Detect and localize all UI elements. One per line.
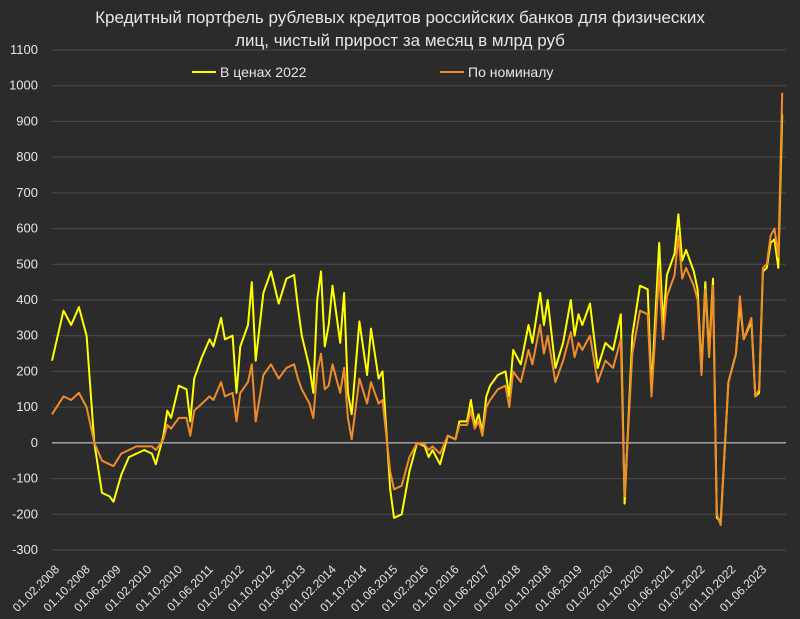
y-tick-label: 500 [16,256,38,271]
grid-lines [52,49,786,551]
y-tick-label: 1100 [10,42,38,57]
y-tick-label: -200 [12,506,38,521]
x-axis-ticks: 01.02.200801.10.200801.06.200901.02.2010… [10,562,770,615]
y-axis-ticks: -300 -200 -100 0 100 200 300 400 500 600 700 800 900… [9,42,38,557]
y-tick-label: 900 [16,113,38,128]
y-tick-label: -100 [12,471,38,486]
chart-title-line-1: Кредитный портфель рублевых кредитов рос… [95,8,705,27]
y-tick-label: 0 [31,435,38,450]
legend: В ценах 2022 По номиналу [192,64,553,80]
y-tick-label: 700 [16,185,38,200]
series-line-0 [51,114,784,523]
y-tick-label: 600 [16,221,38,236]
series-lines [51,92,784,526]
chart-title-line-2: лиц, чистый прирост за месяц в млрд руб [235,31,565,50]
y-tick-label: 100 [16,399,38,414]
legend-label: В ценах 2022 [220,64,307,80]
legend-label: По номиналу [468,64,553,80]
y-tick-label: -300 [12,542,38,557]
y-tick-label: 400 [16,292,38,307]
y-tick-label: 300 [16,328,38,343]
y-tick-label: 1000 [9,78,38,93]
y-tick-label: 800 [16,149,38,164]
y-tick-label: 200 [16,363,38,378]
series-line-1 [51,92,784,526]
